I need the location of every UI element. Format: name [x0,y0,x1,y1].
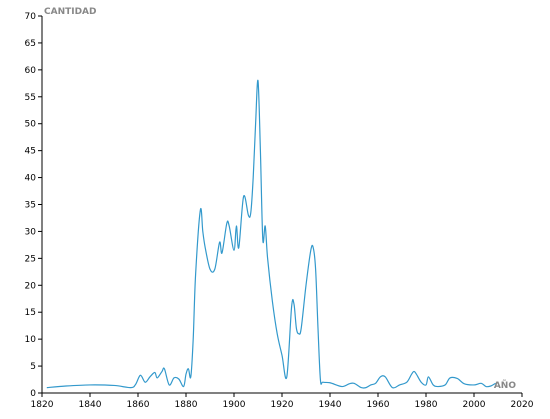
x-tick-label: 2020 [511,400,534,410]
y-tick-label: 40 [25,174,37,184]
x-axis-title: AÑO [494,380,516,391]
x-tick-label: 1860 [127,400,150,410]
x-tick-label: 1900 [223,400,246,410]
y-tick-label: 50 [25,120,37,130]
y-tick-label: 35 [25,201,36,211]
y-axis-ticks: 0 5 10 15 20 25 30 35 40 45 50 55 60 65 70 [25,12,42,399]
y-tick-label: 45 [25,147,36,157]
y-tick-label: 15 [25,308,36,318]
x-tick-label: 2000 [463,400,486,410]
y-tick-label: 10 [25,335,37,345]
y-tick-label: 20 [25,281,37,291]
x-tick-label: 1880 [175,400,198,410]
x-tick-label: 1940 [319,400,342,410]
y-tick-label: 65 [25,39,36,49]
y-tick-label: 70 [25,12,37,22]
y-tick-label: 60 [25,66,37,76]
y-tick-label: 25 [25,254,36,264]
x-tick-label: 1920 [271,400,294,410]
y-tick-label: 0 [30,389,36,399]
y-tick-label: 55 [25,93,36,103]
y-tick-label: 5 [30,362,36,372]
y-tick-label: 30 [25,227,37,237]
x-tick-label: 1980 [415,400,438,410]
x-tick-label: 1960 [367,400,390,410]
x-tick-label: 1840 [79,400,102,410]
x-tick-label: 1820 [31,400,54,410]
x-axis-ticks: 1820 1840 1860 1880 1900 1920 1940 1960 1980 2000… [31,393,534,410]
y-axis-title: CANTIDAD [44,7,97,17]
series-line [46,79,496,389]
